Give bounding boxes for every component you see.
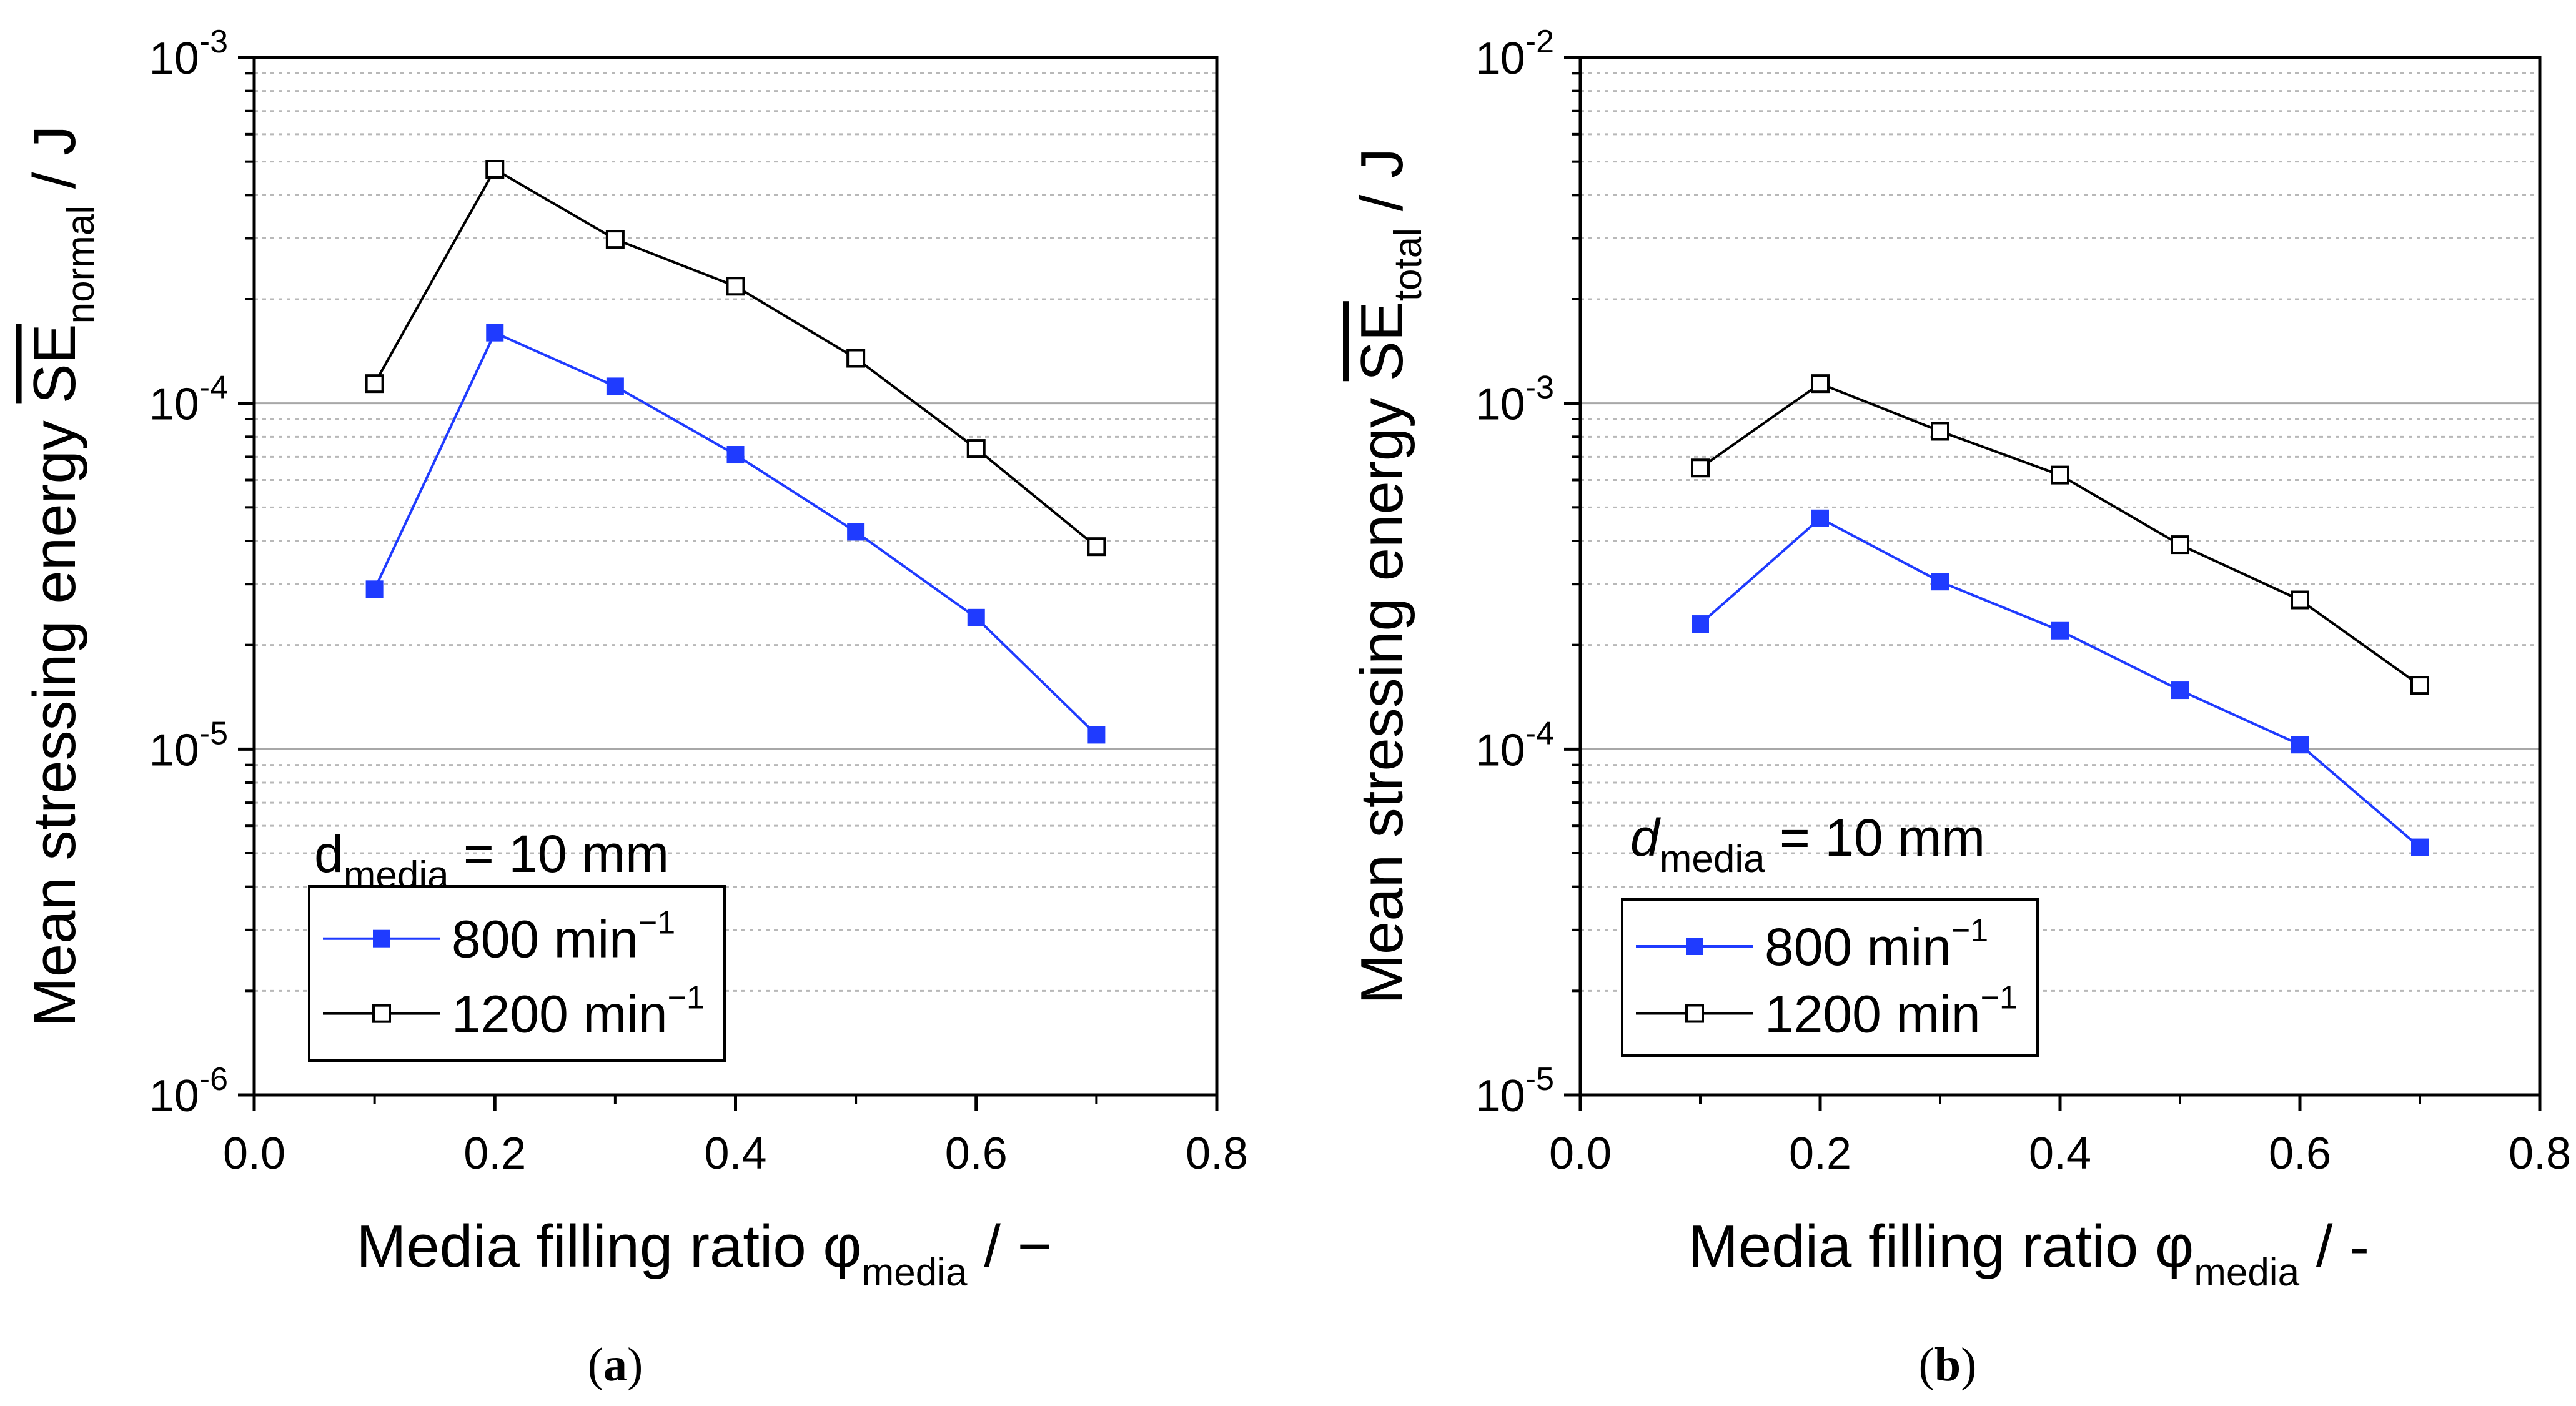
x-axis-label: Media filling ratio φmedia / - [1688,1213,2369,1294]
data-point [485,160,505,179]
data-point [1931,422,1949,441]
data-point [2171,535,2189,555]
data-point [2171,681,2189,700]
data-point [726,277,745,296]
legend-marker [1686,938,1703,955]
legend-item-800: 800 min−1 [323,905,675,969]
y-tick-label: 10-5 [1475,1061,1554,1121]
y-axis-label-group: Mean stressing energy SEtotal / J [1349,148,1430,1004]
data-point [365,374,384,394]
legend-box [1621,898,2039,1057]
x-tick-label: 0.8 [2509,1129,2571,1179]
media-size-annotation: dmedia = 10 mm [1630,808,1985,881]
data-point [2410,676,2429,695]
legend-box [308,885,726,1062]
data-point [847,523,865,541]
series-1200 [365,160,1106,557]
data-point [1811,509,1829,527]
data-point [726,446,745,464]
x-tick-label: 0.0 [223,1129,285,1179]
y-axis-label-group: Mean stressing energy SEnormal / J [21,126,102,1027]
series-800 [1692,509,2429,856]
x-tick-label: 0.2 [463,1129,526,1179]
legend-item-1200: 1200 min−1 [1636,980,2018,1044]
data-point [606,377,624,395]
legend: 800 min−1 1200 min−1 [308,885,726,1062]
x-tick-label: 0.6 [945,1129,1008,1179]
media-size-annotation: dmedia = 10 mm [314,824,669,897]
data-point [2291,736,2309,754]
series-1200 [1691,374,2429,695]
legend-label: 1200 min−1 [1765,980,2018,1044]
data-point [1692,615,1709,633]
legend-item-1200: 1200 min−1 [323,980,705,1044]
data-point [2291,590,2309,610]
data-point [2051,465,2069,485]
data-point [1087,726,1106,744]
series-800 [365,324,1106,744]
data-point [1691,458,1710,478]
data-point [2411,838,2429,856]
data-point [846,349,866,368]
data-point [486,324,504,342]
data-point [365,580,384,598]
y-tick-label: 10-3 [149,24,228,84]
data-point [1931,573,1949,591]
x-tick-label: 0.6 [2269,1129,2331,1179]
legend-label: 800 min−1 [452,905,675,969]
legend-label: 800 min−1 [1765,913,1988,976]
chart-b: 0.0 0.2 0.4 0.6 0.8 10-5 10-4 10-3 10-2 dmedia = … [1349,24,2571,1391]
legend-item-800: 800 min−1 [1636,913,1988,976]
legend-marker [1685,1004,1704,1023]
y-axis-label: Mean stressing energy SEtotal / J [1349,148,1430,1004]
y-tick-label: 10-2 [1475,24,1554,84]
y-tick-label: 10-4 [1475,715,1554,775]
data-point [966,439,986,458]
data-point [1811,374,1830,394]
x-tick-label: 0.4 [704,1129,766,1179]
legend-marker [372,1004,391,1023]
y-tick-label: 10-6 [149,1061,228,1121]
x-tick-label: 0.0 [1549,1129,1612,1179]
y-tick-label: 10-4 [149,370,228,430]
data-point [1087,537,1106,557]
chart-a: 0.0 0.2 0.4 0.6 0.8 10-6 10-5 10-4 10-3 dmedia = … [21,24,1248,1391]
y-tick-label: 10-5 [149,715,228,775]
y-axis-label: Mean stressing energy SEnormal / J [21,126,102,1027]
panel-caption: (b) [1919,1339,1977,1391]
y-tick-label: 10-3 [1475,370,1554,430]
x-tick-label: 0.8 [1186,1129,1248,1179]
panel-caption: (a) [588,1339,643,1391]
legend-marker [373,929,390,948]
data-point [967,608,985,626]
data-point [2051,621,2069,640]
x-tick-label: 0.2 [1789,1129,1851,1179]
x-axis-label: Media filling ratio φmedia / − [356,1213,1052,1294]
x-tick-label: 0.4 [2029,1129,2091,1179]
data-point [605,230,625,249]
legend-label: 1200 min−1 [452,980,705,1044]
